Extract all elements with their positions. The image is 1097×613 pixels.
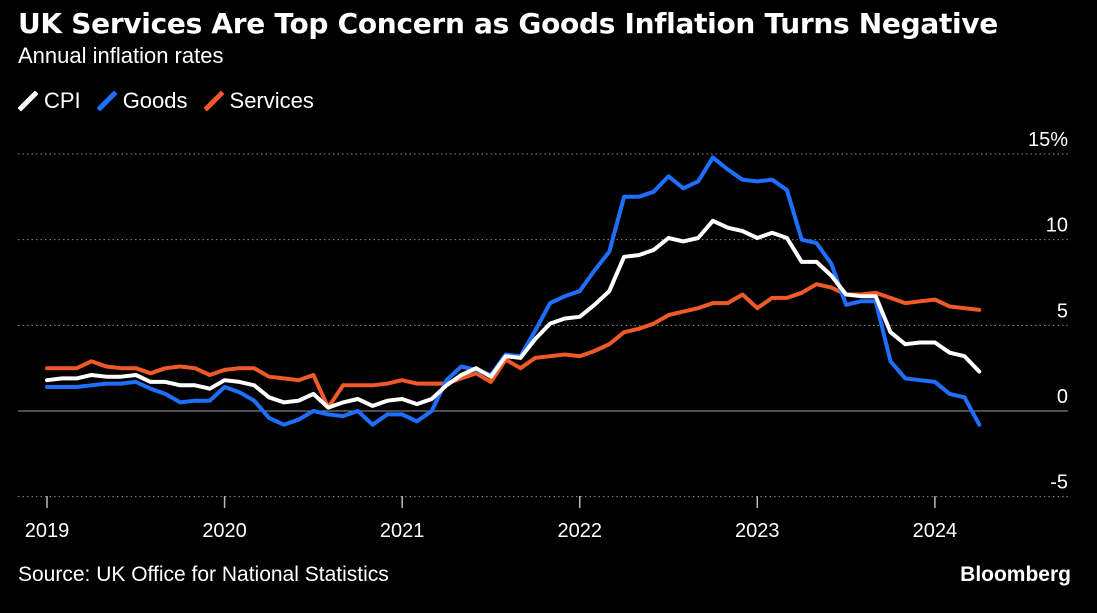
y-axis-labels: 15% 10 5 0 -5	[1028, 129, 1068, 494]
y-tick-label: -5	[1050, 472, 1068, 494]
y-tick-label: 0	[1057, 386, 1068, 408]
y-tick-label: 15%	[1028, 129, 1068, 151]
y-tick-label: 10	[1046, 215, 1068, 237]
y-tick-label: 5	[1057, 300, 1068, 322]
chart-title: UK Services Are Top Concern as Goods Inf…	[18, 7, 998, 40]
x-tick-label: 2023	[735, 520, 780, 542]
legend-item-services: Services	[203, 88, 314, 114]
legend-label-services: Services	[229, 88, 314, 113]
brand-logo: Bloomberg	[960, 563, 1071, 586]
source-note: Source: UK Office for National Statistic…	[18, 563, 389, 586]
x-tick-label: 2022	[557, 520, 602, 542]
x-tick-label: 2021	[380, 520, 425, 542]
legend-label-cpi: CPI	[44, 88, 81, 113]
x-axis: 2019 2020 2021 2022 2023 2024	[25, 496, 957, 542]
legend-label-goods: Goods	[122, 88, 188, 113]
series-lines	[45, 155, 982, 427]
legend-swatch-cpi	[18, 91, 38, 111]
legend: CPI Goods Services	[18, 88, 330, 114]
series-line-services	[45, 282, 982, 410]
chart-subtitle: Annual inflation rates	[18, 43, 224, 68]
series-line-cpi	[45, 218, 982, 410]
x-tick-label: 2019	[25, 520, 70, 542]
gridlines	[18, 153, 1068, 498]
legend-swatch-goods	[96, 91, 117, 111]
legend-swatch-services	[203, 91, 224, 111]
x-tick-label: 2024	[913, 520, 958, 542]
x-tick-label: 2020	[202, 520, 247, 542]
legend-item-cpi: CPI	[18, 88, 81, 114]
legend-item-goods: Goods	[96, 88, 188, 114]
